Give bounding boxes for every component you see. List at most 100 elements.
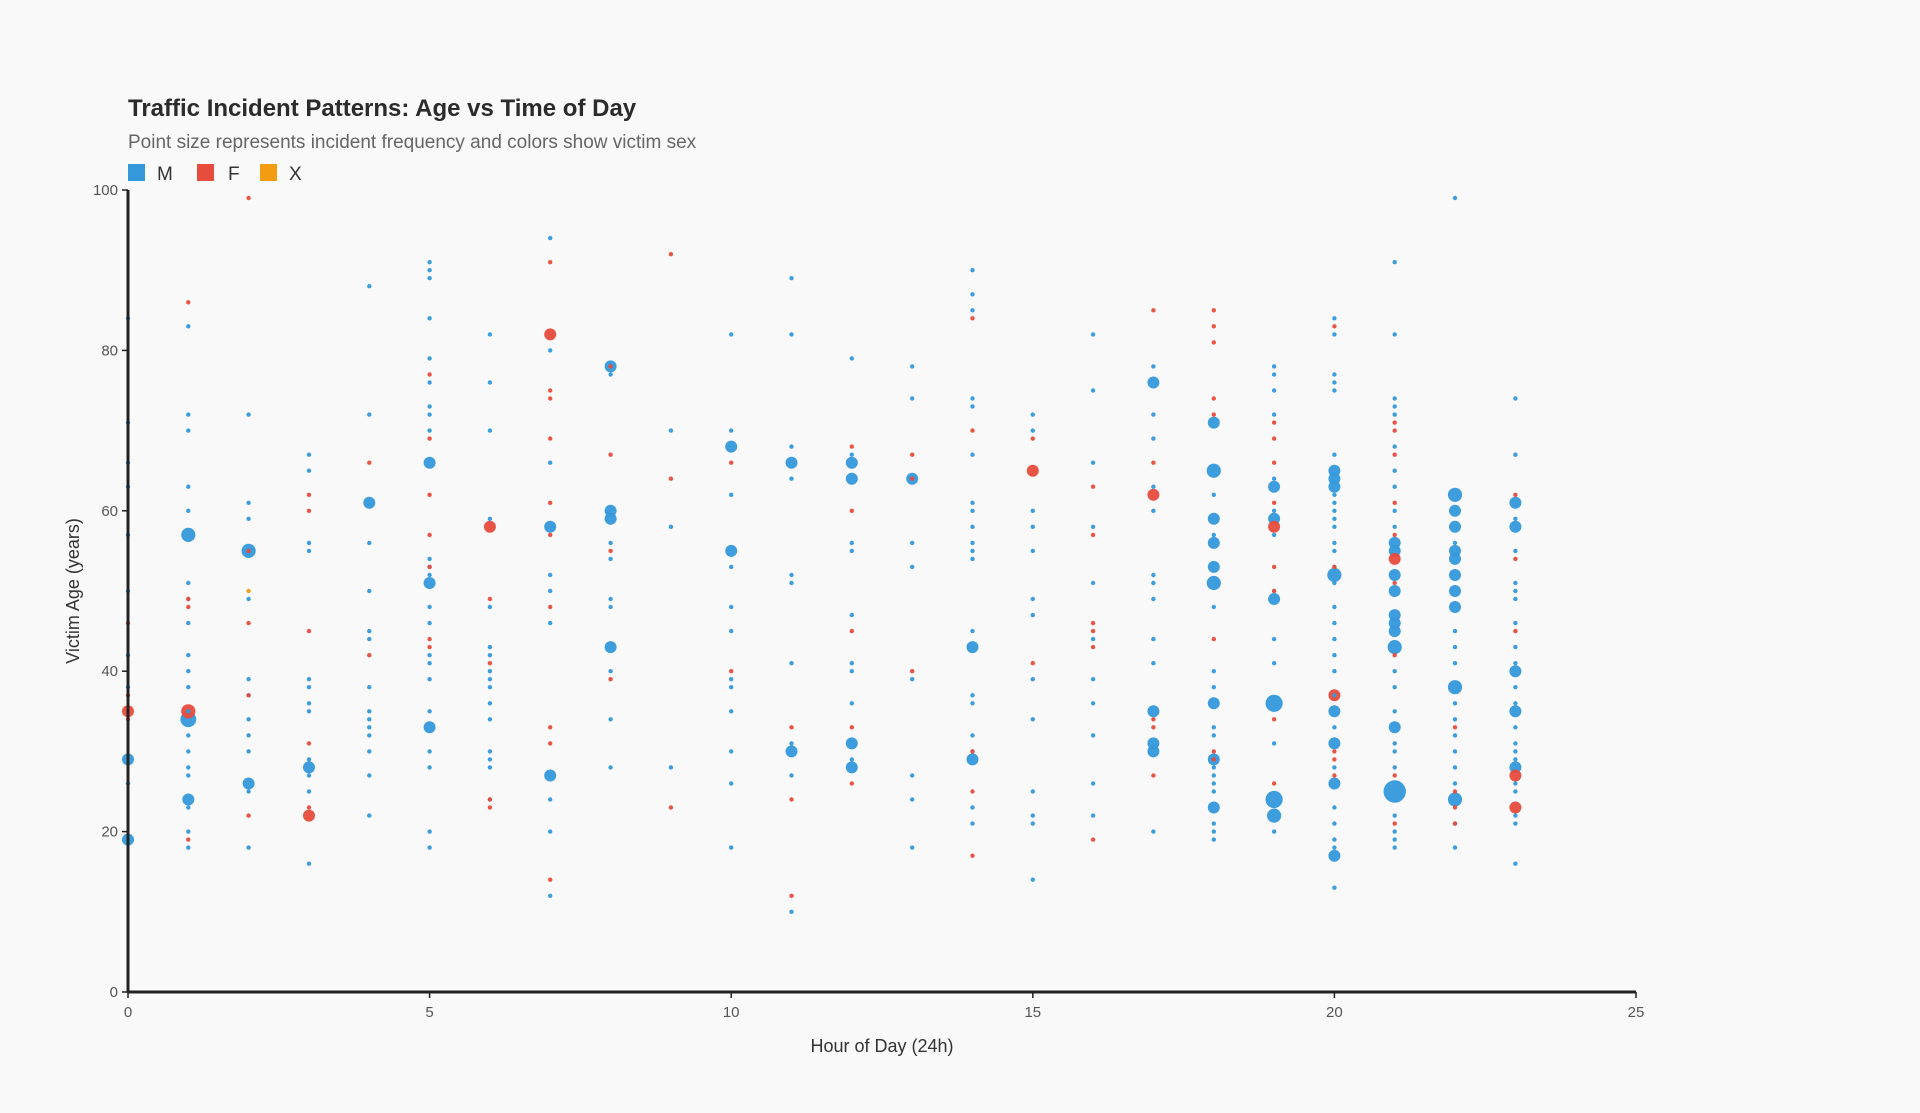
data-point-m	[1030, 524, 1036, 529]
data-point-f	[548, 436, 553, 441]
data-point-m	[1030, 789, 1036, 794]
x-tick-label: 20	[1326, 1004, 1343, 1021]
data-point-m	[306, 685, 312, 690]
data-point-m	[1513, 588, 1518, 594]
data-point-m	[1332, 508, 1337, 513]
data-point-m	[789, 773, 794, 778]
data-point-f	[729, 669, 734, 674]
data-point-m	[849, 356, 854, 361]
data-point-m	[970, 396, 975, 401]
data-point-m	[1147, 376, 1160, 389]
data-point-m	[427, 661, 432, 666]
data-point-m	[1509, 520, 1522, 533]
data-point-m	[1513, 516, 1518, 521]
data-point-m	[1090, 781, 1096, 786]
data-point-m	[608, 372, 613, 377]
data-point-m	[1513, 861, 1518, 866]
data-point-m	[729, 332, 734, 337]
data-point-m	[1392, 524, 1397, 529]
data-point-m	[1271, 412, 1277, 417]
data-point-f	[789, 797, 794, 802]
x-tick-label: 15	[1024, 1004, 1041, 1021]
data-point-m	[367, 709, 372, 714]
data-point-m	[1211, 789, 1217, 794]
data-point-m	[608, 765, 613, 770]
data-point-m	[789, 741, 794, 746]
data-point-f	[1151, 725, 1156, 730]
data-point-m	[729, 845, 734, 850]
data-point-m	[849, 548, 854, 554]
data-point-m	[548, 235, 553, 241]
data-point-m	[970, 308, 975, 313]
data-point-m	[246, 677, 251, 682]
y-tick-label: 20	[101, 824, 118, 841]
data-point-m	[1211, 669, 1217, 674]
data-point-m	[608, 717, 613, 722]
data-point-m	[729, 628, 734, 634]
data-point-m	[1271, 741, 1277, 746]
data-point-f	[1090, 628, 1096, 634]
data-point-m	[1392, 813, 1397, 818]
data-point-f	[548, 877, 553, 882]
data-point-m	[186, 669, 191, 674]
data-point-m	[1332, 620, 1337, 626]
data-point-f	[367, 460, 372, 465]
data-point-m	[1030, 813, 1036, 818]
data-point-m	[186, 685, 191, 690]
data-point-m	[1090, 460, 1096, 465]
data-point-m	[186, 324, 191, 329]
legend-swatch-x	[260, 164, 277, 181]
data-point-m	[1452, 781, 1458, 786]
data-point-m	[427, 316, 432, 321]
data-point-f	[186, 300, 191, 305]
data-point-m	[1509, 705, 1522, 718]
data-point-m	[487, 332, 493, 337]
data-point-m	[970, 540, 975, 546]
data-point-m	[1452, 644, 1458, 650]
data-point-f	[427, 436, 432, 441]
data-point-m	[1328, 777, 1341, 790]
data-point-m	[186, 773, 191, 778]
data-point-m	[1207, 697, 1220, 710]
data-point-m	[246, 717, 251, 722]
data-point-f	[1151, 308, 1156, 313]
data-point-m	[1332, 580, 1337, 586]
data-point-m	[1211, 492, 1217, 497]
data-point-m	[1151, 661, 1156, 666]
data-point-m	[1328, 737, 1341, 750]
x-tick-label: 5	[425, 1004, 433, 1021]
data-point-f	[1388, 552, 1401, 565]
data-point-m	[1513, 580, 1518, 586]
y-tick-label: 0	[110, 984, 118, 1001]
data-point-f	[427, 636, 432, 642]
data-point-m	[186, 829, 191, 834]
axes	[126, 190, 1636, 994]
data-point-m	[1211, 733, 1217, 738]
data-point-m	[1513, 741, 1518, 746]
data-point-f	[1090, 620, 1096, 626]
data-point-m	[246, 516, 251, 521]
data-point-f	[1332, 564, 1337, 570]
data-point-m	[423, 721, 436, 734]
data-point-f	[970, 749, 975, 754]
data-point-m	[306, 452, 312, 457]
data-point-m	[910, 773, 915, 778]
data-point-m	[367, 733, 372, 738]
data-point-f	[1271, 564, 1277, 570]
y-tick-label: 40	[101, 663, 118, 680]
data-point-m	[1271, 476, 1277, 481]
data-point-m	[1151, 412, 1156, 417]
data-point-f	[1332, 324, 1337, 329]
y-tick-label: 60	[101, 503, 118, 520]
data-point-m	[1392, 444, 1397, 449]
data-point-f	[849, 781, 854, 786]
data-point-m	[845, 737, 858, 750]
data-point-m	[849, 452, 854, 457]
data-point-m	[608, 540, 613, 546]
data-point-m	[1332, 548, 1337, 554]
data-point-m	[1513, 396, 1518, 401]
data-point-m	[427, 653, 432, 658]
data-point-f	[970, 789, 975, 794]
data-point-f	[1026, 464, 1039, 477]
data-point-m	[1388, 569, 1401, 581]
